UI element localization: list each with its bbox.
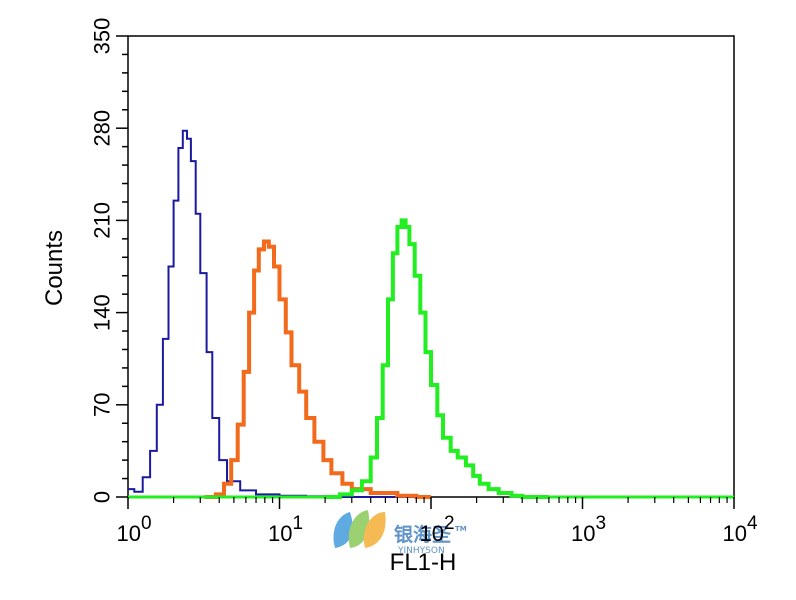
y-tick-label: 70: [90, 393, 115, 417]
x-tick-label: 104: [722, 513, 757, 546]
svg-text:YINHYSON: YINHYSON: [397, 546, 445, 556]
series-line-0: [128, 129, 431, 498]
y-axis-label: Counts: [41, 230, 68, 306]
watermark-logo: 银海圣 TM YINHYSON: [333, 510, 467, 556]
x-tick-label: 103: [571, 513, 606, 546]
svg-text:TM: TM: [455, 525, 467, 533]
series-line-2: [325, 218, 549, 499]
y-tick-label: 140: [90, 294, 115, 331]
x-axis-label: FL1-H: [390, 549, 457, 576]
y-tick-label: 0: [90, 491, 115, 503]
y-tick-label: 350: [90, 18, 115, 55]
y-tick-label: 210: [90, 202, 115, 239]
svg-text:银海圣: 银海圣: [394, 523, 452, 546]
x-tick-label: 101: [268, 513, 303, 546]
x-tick-label: 102: [419, 513, 454, 546]
x-tick-label: 100: [116, 513, 151, 546]
y-tick-label: 280: [90, 110, 115, 147]
series-line-1: [204, 239, 431, 499]
